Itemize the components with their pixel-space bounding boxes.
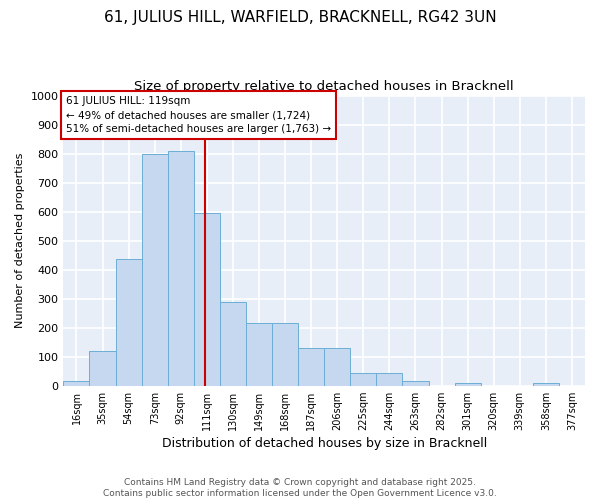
X-axis label: Distribution of detached houses by size in Bracknell: Distribution of detached houses by size …	[161, 437, 487, 450]
Text: 61 JULIUS HILL: 119sqm
← 49% of detached houses are smaller (1,724)
51% of semi-: 61 JULIUS HILL: 119sqm ← 49% of detached…	[66, 96, 331, 134]
Y-axis label: Number of detached properties: Number of detached properties	[15, 153, 25, 328]
Bar	[142, 154, 168, 386]
Bar	[194, 213, 220, 386]
Bar	[246, 324, 272, 386]
Bar	[168, 150, 194, 386]
Bar	[220, 302, 246, 386]
Bar	[455, 383, 481, 386]
Bar	[64, 381, 89, 386]
Bar	[403, 382, 428, 386]
Bar	[324, 348, 350, 386]
Bar	[376, 372, 403, 386]
Text: Contains HM Land Registry data © Crown copyright and database right 2025.
Contai: Contains HM Land Registry data © Crown c…	[103, 478, 497, 498]
Bar	[89, 351, 116, 386]
Bar	[272, 324, 298, 386]
Bar	[533, 383, 559, 386]
Title: Size of property relative to detached houses in Bracknell: Size of property relative to detached ho…	[134, 80, 514, 93]
Text: 61, JULIUS HILL, WARFIELD, BRACKNELL, RG42 3UN: 61, JULIUS HILL, WARFIELD, BRACKNELL, RG…	[104, 10, 496, 25]
Bar	[350, 372, 376, 386]
Bar	[298, 348, 324, 386]
Bar	[116, 260, 142, 386]
